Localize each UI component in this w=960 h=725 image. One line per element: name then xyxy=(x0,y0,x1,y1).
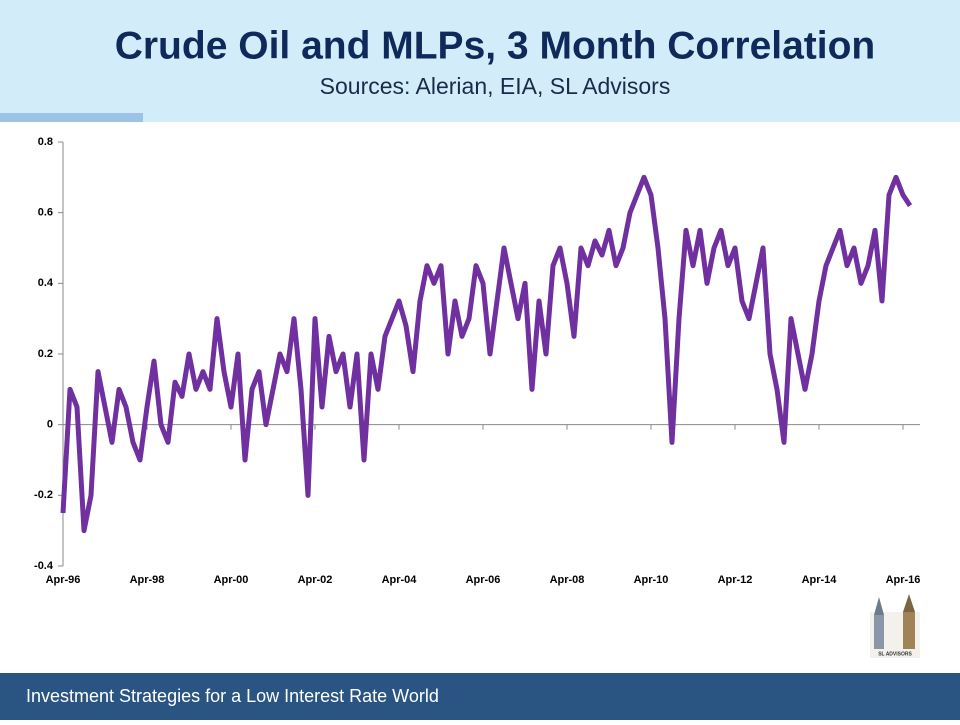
chart-subtitle: Sources: Alerian, EIA, SL Advisors xyxy=(320,73,671,99)
logo: SL ADVISORS xyxy=(870,594,920,658)
x-tick-label: Apr-98 xyxy=(130,574,165,586)
header-band xyxy=(0,0,960,122)
x-tick-label: Apr-16 xyxy=(886,574,921,586)
x-tick-label: Apr-02 xyxy=(298,574,333,586)
data-line xyxy=(60,174,913,534)
x-tick-label: Apr-00 xyxy=(214,574,249,586)
logo-tower xyxy=(874,615,884,649)
y-tick-label: 0.8 xyxy=(38,136,53,148)
logo-tower xyxy=(903,612,915,649)
x-tick-label: Apr-08 xyxy=(550,574,585,586)
y-tick-label: 0 xyxy=(47,419,53,431)
y-tick-label: -0.2 xyxy=(34,489,53,501)
x-tick-label: Apr-06 xyxy=(466,574,501,586)
x-tick-label: Apr-04 xyxy=(382,574,418,586)
x-tick-label: Apr-96 xyxy=(46,574,81,586)
x-tick-label: Apr-12 xyxy=(718,574,753,586)
y-tick-label: 0.4 xyxy=(38,277,54,289)
logo-spire xyxy=(903,594,915,612)
y-tick-label: 0.6 xyxy=(38,207,53,219)
logo-spire xyxy=(874,597,884,615)
x-tick-label: Apr-10 xyxy=(634,574,669,586)
logo-text: SL ADVISORS xyxy=(878,651,912,657)
footer-band xyxy=(0,673,960,720)
chart-title: Crude Oil and MLPs, 3 Month Correlation xyxy=(115,24,876,67)
x-tick-label: Apr-14 xyxy=(802,574,838,586)
y-tick-label: -0.4 xyxy=(34,560,54,572)
footer-text: Investment Strategies for a Low Interest… xyxy=(26,686,439,706)
y-tick-label: 0.2 xyxy=(38,348,53,360)
header-accent xyxy=(0,113,143,122)
